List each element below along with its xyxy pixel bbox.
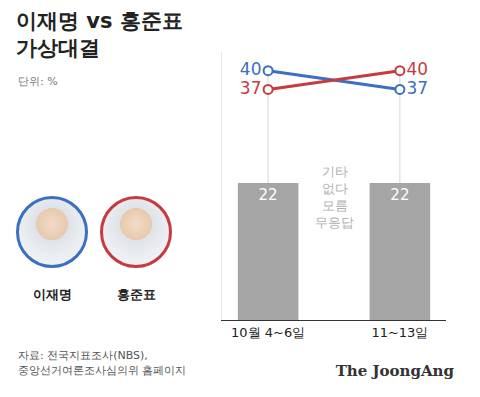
svg-text:11~13일: 11~13일	[371, 325, 428, 340]
svg-text:22: 22	[259, 186, 278, 204]
svg-text:40: 40	[240, 59, 262, 79]
svg-text:22: 22	[390, 186, 409, 204]
html-text:The JoongAng: The JoongAng	[335, 362, 454, 380]
svg-text:40: 40	[407, 59, 429, 79]
html-text:자료: 전국지표조사(NBS), 중앙선거여론조사심의위 홈: 자료: 전국지표조사(NBS), 중앙선거여론조사심의위 홈페이지	[18, 349, 187, 377]
html-text:단위: %: 단위: %	[18, 75, 58, 88]
svg-text:기타없다모름무응답: 기타없다모름무응답	[315, 164, 354, 230]
svg-text:37: 37	[407, 78, 429, 98]
svg-text:10월 4~6일: 10월 4~6일	[231, 325, 305, 340]
html-text:이재명: 이재명	[32, 287, 72, 302]
html-text:홍준표: 홍준표	[116, 287, 156, 302]
svg-text:37: 37	[240, 78, 262, 98]
html-text:이재명 vs 홍준표 가상대결: 이재명 vs 홍준표 가상대결	[16, 9, 183, 60]
